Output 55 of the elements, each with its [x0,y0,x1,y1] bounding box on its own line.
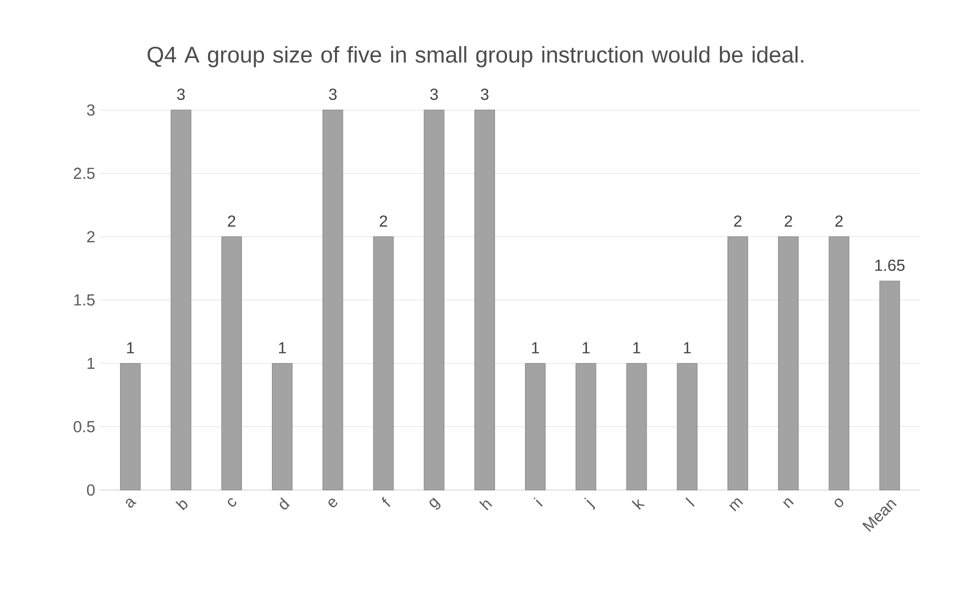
data-label: 1 [582,342,590,354]
x-tick-label: o [834,498,844,508]
x-tick-label: f [382,496,390,507]
x-tick-label: n [782,498,794,508]
bar [525,363,546,490]
bar [322,110,344,490]
bar [120,363,141,490]
bar [576,363,596,490]
y-tick-label: 1 [88,358,95,369]
data-label: 2 [380,215,388,227]
x-tick-label: d [280,497,290,510]
bar [272,363,292,490]
x-tick-label: k [632,498,645,510]
bar [728,236,748,490]
bar [879,280,900,490]
bar [676,363,698,490]
data-label: 3 [177,88,185,100]
bar [778,236,799,490]
y-tick-label: 3 [87,104,95,116]
x-tick-label: g [430,497,440,510]
bar [424,110,444,490]
y-tick-label: 0.5 [74,421,95,432]
data-label: 2 [835,215,843,227]
data-label: 1 [633,342,640,354]
bar [373,236,394,490]
y-tick-label: 1.5 [74,294,95,306]
x-tick-label: a [126,498,136,508]
data-label: 2 [784,215,792,227]
y-tick-label: 0 [87,484,95,496]
bar [474,110,495,490]
data-label: 2 [228,215,236,227]
data-label: 1 [684,342,691,354]
y-tick-label: 2.5 [74,168,95,179]
bar [626,363,647,490]
x-tick-label: b [175,500,188,510]
x-tick-label: m [729,498,744,512]
data-label: 1 [127,342,134,354]
x-tick-label: e [328,498,338,508]
x-tick-label: h [479,500,492,510]
data-label: 1 [278,342,286,354]
bar [828,236,850,490]
x-tick-label: j [584,497,595,510]
data-label: 3 [430,88,438,100]
data-label: 2 [734,215,742,227]
bar [221,236,242,490]
x-tick-label: c [228,498,236,507]
bar [170,110,192,490]
x-tick-label: i [534,497,543,507]
data-label: 3 [480,88,488,100]
data-label: 3 [329,88,337,100]
data-label: 1 [532,342,539,354]
chart-title: Q4 A group size of five in small group instruction would be ideal. [148,46,804,68]
data-label: 1.65 [875,260,905,271]
x-tick-label: l [685,497,695,507]
y-tick-label: 2 [87,231,94,242]
